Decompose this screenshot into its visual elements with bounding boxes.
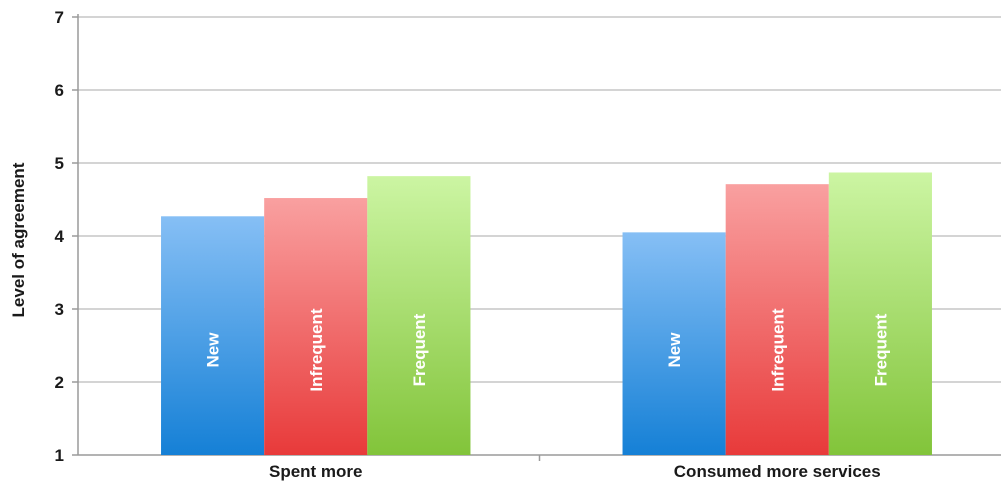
bar-new-1 [161,216,265,455]
bars [161,172,932,456]
bar-frequent-2 [828,172,932,456]
y-tick-label: 3 [55,300,64,319]
y-tick-label: 7 [55,8,64,27]
bar-frequent-1 [367,176,471,455]
x-category-label: Spent more [269,462,363,481]
bar-infrequent-2 [725,184,829,456]
y-tick-label: 6 [55,81,64,100]
bar-label-new: New [204,332,223,368]
bar-label-new: New [665,332,684,368]
y-tick-label: 2 [55,373,64,392]
bar-label-frequent: Frequent [871,313,890,386]
bar-label-frequent: Frequent [410,313,429,386]
y-tick-label: 1 [55,446,64,465]
bar-infrequent-1 [264,198,368,456]
y-tick-label: 5 [55,154,64,173]
x-category-label: Consumed more services [674,462,881,481]
bar-new-2 [622,232,726,455]
y-axis-title: Level of agreement [9,162,28,317]
labels: 1 2 3 4 5 6 7 New Infrequent Frequent Spent more Ne… [55,8,891,481]
y-tick-label: 4 [55,227,65,246]
bar-label-infrequent: Infrequent [768,308,787,391]
bar-label-infrequent: Infrequent [307,308,326,391]
